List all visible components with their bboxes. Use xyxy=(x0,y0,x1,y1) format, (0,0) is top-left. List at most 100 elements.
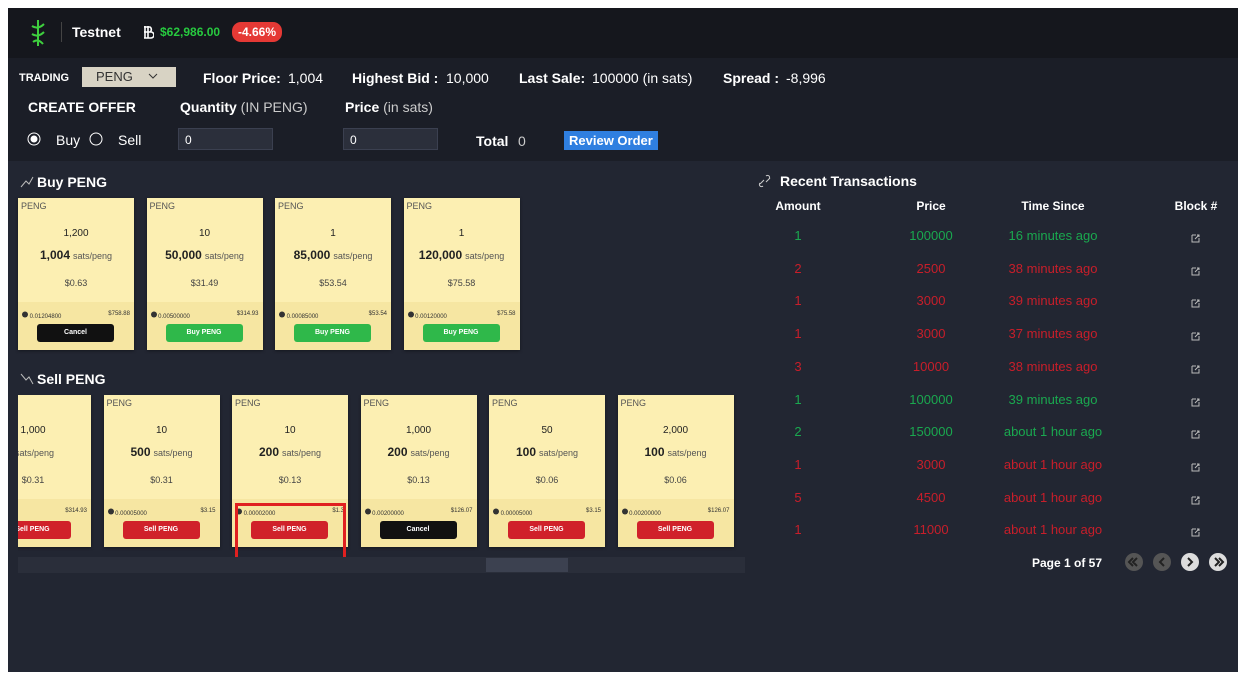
card-button[interactable]: Sell PENG xyxy=(122,521,200,539)
card-token: PENG xyxy=(363,398,390,408)
card-unit: sats/peng xyxy=(465,251,505,261)
block-link[interactable] xyxy=(1191,426,1200,444)
sell-cards: 1,000 sats/peng $0.31 $314.93 Sell PENG PENG 1… xyxy=(18,395,745,555)
token-select[interactable]: PENG xyxy=(82,67,176,87)
card-token: PENG xyxy=(278,201,304,211)
trading-label: TRADING xyxy=(19,72,70,84)
card-quantity: 1,000 xyxy=(20,425,46,436)
card-total-usd: $53.54 xyxy=(368,311,387,317)
tx-price: 3000 xyxy=(916,456,946,472)
price-input[interactable]: 0 xyxy=(343,128,438,150)
sell-radio[interactable] xyxy=(89,132,103,146)
card-button[interactable]: Cancel xyxy=(37,324,114,342)
btc-price: $62,986.00 xyxy=(160,25,221,39)
card-token: PENG xyxy=(235,398,261,408)
tx-price: 3000 xyxy=(916,326,946,342)
card-button[interactable]: Buy PENG xyxy=(294,324,371,342)
card-footer: 0.00005000 $3.15 Sell PENG xyxy=(489,499,605,547)
card-total-usd: $75.58 xyxy=(497,311,516,317)
block-link[interactable] xyxy=(1191,230,1200,248)
column-header: Block # xyxy=(1174,199,1218,213)
card-quantity: 2,000 xyxy=(662,425,689,436)
link-icon xyxy=(758,174,771,188)
total: 0 xyxy=(518,133,526,149)
scroll-thumb[interactable] xyxy=(486,558,568,572)
card-price: 200 sats/peng xyxy=(361,445,477,459)
quantity-label: Quantity xyxy=(180,99,237,115)
card-price-value: 200 xyxy=(258,445,279,459)
tx-amount: 1 xyxy=(794,456,802,472)
card-usd: $0.13 xyxy=(278,475,302,485)
card-button[interactable]: Buy PENG xyxy=(422,324,500,342)
card-quantity: 10 xyxy=(155,425,168,436)
tx-time: 38 minutes ago xyxy=(1008,358,1098,374)
block-link[interactable] xyxy=(1191,328,1200,346)
block-link[interactable] xyxy=(1191,263,1200,281)
card-unit: sats/peng xyxy=(333,251,373,261)
app: Testnet $62,986.00 -4.66% TRADING PENG F… xyxy=(8,8,1238,672)
block-link[interactable] xyxy=(1191,492,1200,510)
block-link[interactable] xyxy=(1191,394,1200,412)
btc-icon xyxy=(150,311,157,318)
offer-card: 1,000 sats/peng $0.31 $314.93 Sell PENG xyxy=(18,395,91,547)
btc-icon xyxy=(22,311,28,318)
tx-amount: 1 xyxy=(794,228,802,243)
external-link-icon xyxy=(1191,332,1200,341)
card-price: 100 sats/peng xyxy=(618,445,734,459)
card-price: sats/peng xyxy=(18,445,91,459)
card-price-value: 100 xyxy=(644,445,665,459)
block-link[interactable] xyxy=(1191,524,1200,542)
pagination[interactable] xyxy=(1124,552,1230,574)
highlight-box xyxy=(235,503,346,562)
tx-amount: 2 xyxy=(794,424,802,440)
card-btc: 0.00005000 xyxy=(493,508,532,517)
sell-title: Sell PENG xyxy=(37,371,106,387)
separator xyxy=(61,22,62,42)
card-quantity: 10 xyxy=(284,425,296,436)
tx-price: 11000 xyxy=(913,522,949,538)
scrollbar[interactable] xyxy=(18,557,745,573)
network: Testnet xyxy=(72,24,121,40)
card-footer: 0.00120000 $75.58 Buy PENG xyxy=(403,302,520,350)
block-link[interactable] xyxy=(1191,361,1200,379)
quantity-input[interactable]: 0 xyxy=(178,128,273,150)
card-unit: sats/peng xyxy=(539,448,579,458)
block-link[interactable] xyxy=(1191,459,1200,477)
card-btc: 0.01204800 xyxy=(22,311,61,320)
card-button[interactable]: Sell PENG xyxy=(508,521,585,539)
offer-card: PENG 1,200 1,004 sats/peng $0.63 0.01204800 $… xyxy=(18,198,134,350)
card-btc: 0.00500000 xyxy=(150,311,190,320)
external-link-icon xyxy=(1191,463,1200,472)
card-price: 100 sats/peng xyxy=(489,445,605,459)
card-token: PENG xyxy=(106,398,133,408)
buy-radio[interactable] xyxy=(27,132,41,146)
card-unit: sats/peng xyxy=(667,448,707,458)
card-button[interactable]: Cancel xyxy=(379,521,457,539)
column-header: Time Since xyxy=(1021,199,1085,213)
quantity-heading: Quantity (IN PENG) xyxy=(180,99,308,115)
card-total-usd: $3.15 xyxy=(200,508,216,514)
card-price: 500 sats/peng xyxy=(104,445,220,459)
card-button[interactable]: Sell PENG xyxy=(636,521,714,539)
card-button[interactable]: Buy PENG xyxy=(165,324,243,342)
offer-card: PENG 10 200 sats/peng $0.13 0.00002000 $1.3 Se… xyxy=(232,395,348,547)
tx-price: 4500 xyxy=(916,489,946,505)
top-bar: Testnet $62,986.00 -4.66% xyxy=(8,8,1238,58)
external-link-icon xyxy=(1191,496,1200,505)
card-button[interactable]: Sell PENG xyxy=(251,521,328,539)
price-heading: Price (in sats) xyxy=(345,99,433,115)
last-sale: 100000 (in sats) xyxy=(592,70,693,86)
logo xyxy=(31,20,45,46)
btc-icon xyxy=(407,311,414,318)
card-button[interactable]: Sell PENG xyxy=(18,521,71,539)
card-price-value: 100 xyxy=(515,445,536,459)
external-link-icon xyxy=(1191,267,1200,276)
btc-icon xyxy=(279,311,285,318)
card-unit: sats/peng xyxy=(18,448,55,458)
external-link-icon xyxy=(1191,365,1200,374)
block-link[interactable] xyxy=(1191,295,1200,313)
quantity-unit: (IN PENG) xyxy=(240,99,308,115)
review-button[interactable]: Review Order xyxy=(564,131,658,150)
offer-card: PENG 1 85,000 sats/peng $53.54 0.00085000 $53… xyxy=(275,198,391,350)
